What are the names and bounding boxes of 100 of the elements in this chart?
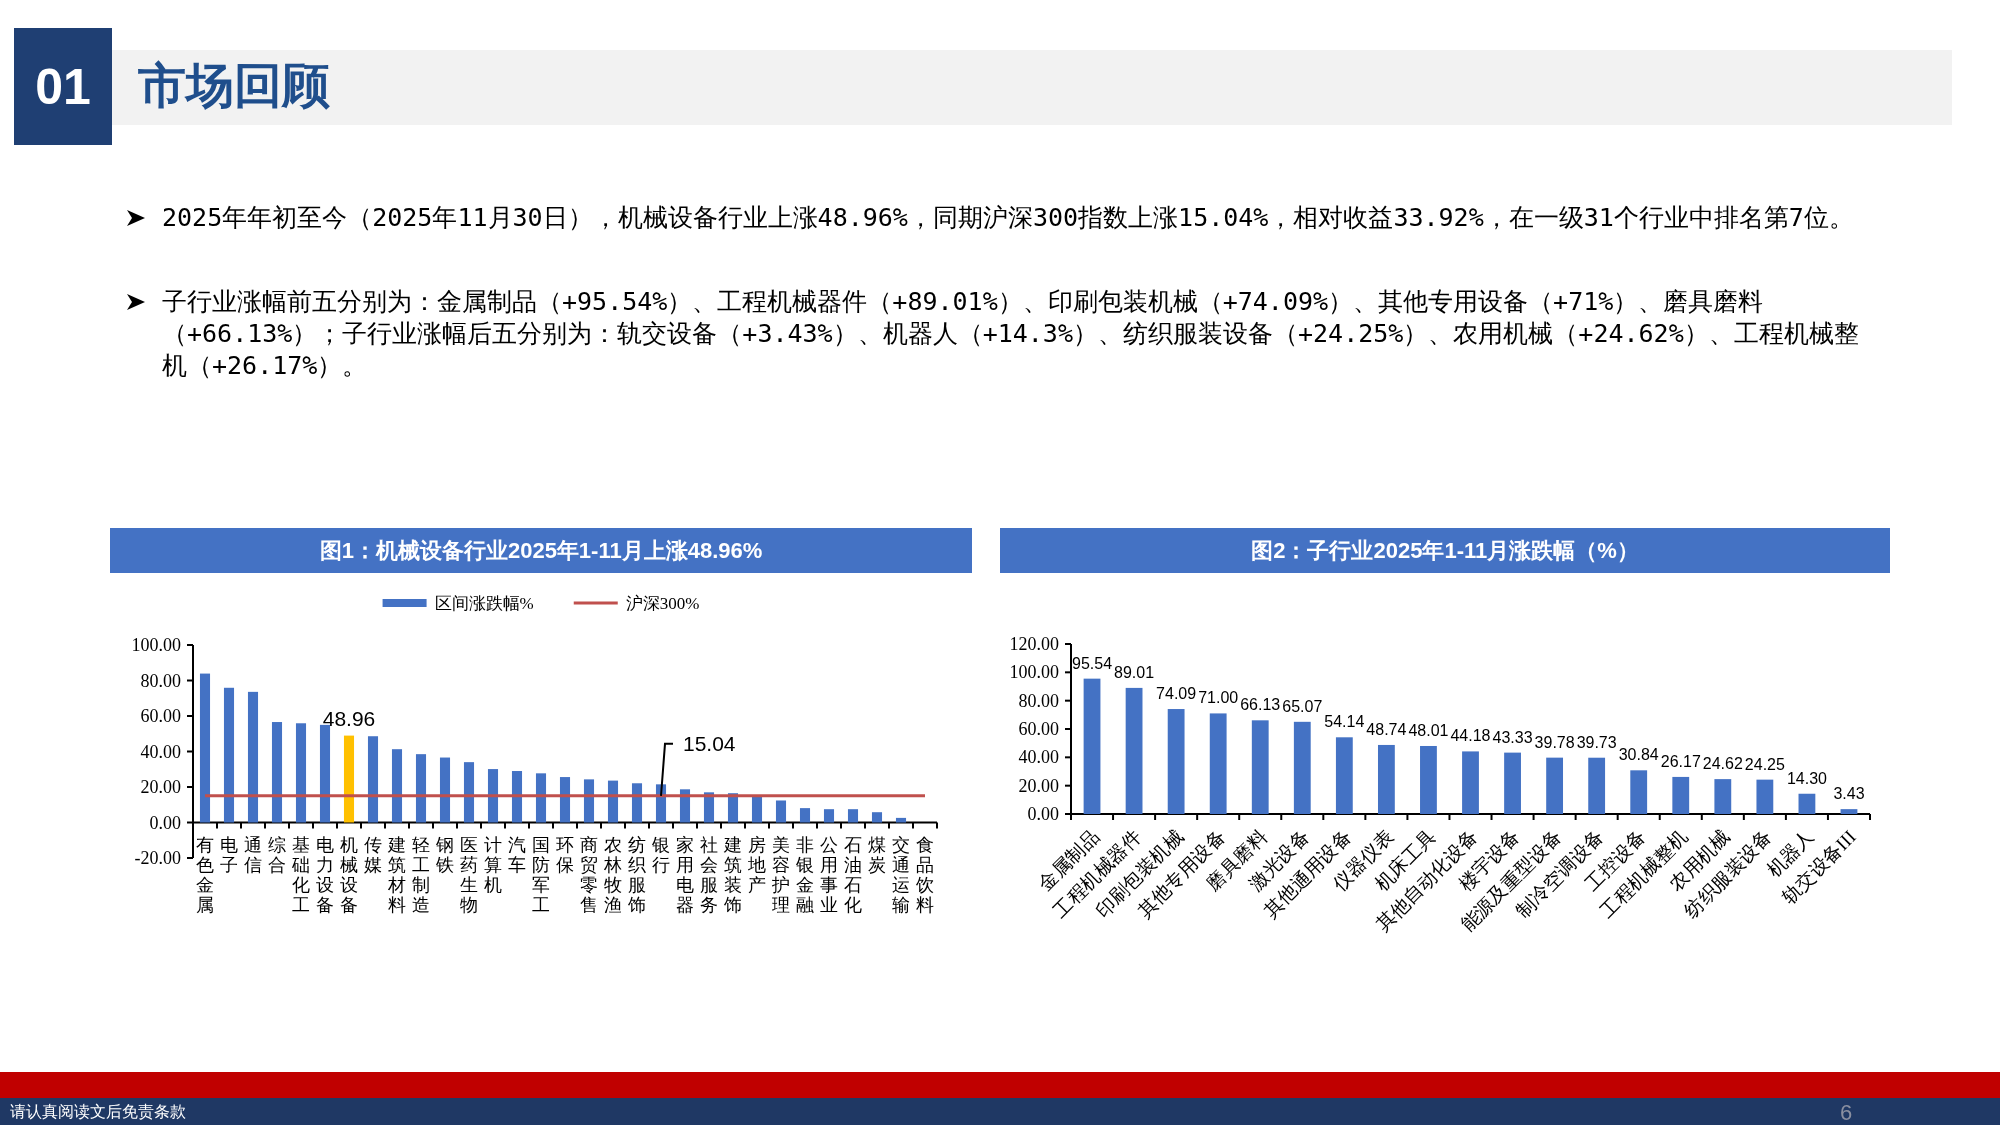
bar [223, 687, 235, 823]
text: 请认真阅读文后免责条款 [10, 1103, 186, 1120]
data-label: 3.43 [1833, 785, 1865, 803]
text: 子行业涨幅前五分别为：金属制品（+95.54%）、工程机械器件（+89.01%）、印刷包装机械（+74.09%）、其他专用设备（+71%）、磨具磨料（+66.13%）；子行业涨幅后五分别为：轨交设备（+3.43%）、机器人（+14.3%）、纺织服装设备（+24.25%）、农用机械（+24.62%）、工程机械整机（+26.17%）。 [162, 286, 1860, 382]
bar [1293, 721, 1311, 814]
bar [391, 749, 403, 823]
data-label: 24.62 [1702, 755, 1743, 773]
bar [535, 773, 547, 823]
bar [463, 762, 475, 823]
x-tick-label: 传媒 [364, 834, 382, 875]
bar [1714, 779, 1732, 814]
data-label: 44.18 [1450, 727, 1491, 745]
bar [583, 779, 595, 823]
y-tick-label: 20.00 [140, 777, 181, 797]
y-tick-label: 0.00 [1027, 804, 1059, 824]
x-tick-label: 钢铁 [435, 834, 454, 875]
y-tick-label: 60.00 [1018, 719, 1059, 739]
x-tick-label: 环保 [556, 834, 574, 875]
data-label: 66.13 [1240, 696, 1281, 714]
bar [487, 769, 499, 823]
x-tick-label: 轻工制造 [412, 834, 430, 915]
data-label: 48.74 [1366, 720, 1407, 738]
y-tick-label: 100.00 [1009, 662, 1059, 683]
bar [1630, 770, 1648, 814]
bar [1462, 751, 1479, 814]
x-tick-label: 社会服务 [700, 834, 718, 915]
bar [271, 722, 283, 823]
x-tick-label: 交通运输 [892, 834, 910, 915]
y-tick-label: 40.00 [1018, 747, 1059, 768]
text: 市场回顾 [137, 59, 330, 112]
y-tick-label: 20.00 [1018, 775, 1059, 796]
data-label: 95.54 [1072, 654, 1113, 672]
x-tick-label: 汽车 [508, 834, 526, 875]
x-tick-label: 有色金属 [196, 834, 214, 915]
legend-label: 区间涨跌幅% [434, 594, 534, 613]
data-label: 24.25 [1744, 755, 1785, 773]
bar [799, 808, 811, 823]
y-tick-label: -20.00 [134, 848, 181, 868]
x-tick-label: 食品饮料 [915, 834, 934, 915]
x-tick-label: 石油石化 [844, 834, 862, 915]
x-tick-label: 机械设备 [340, 834, 358, 915]
bar [1840, 809, 1858, 814]
bar [1672, 776, 1690, 814]
chart-title: 图1：机械设备行业2025年1-11月上涨48.96% [319, 538, 763, 563]
x-tick-label: 公用事业 [820, 834, 838, 915]
bar [1335, 737, 1353, 814]
text: 2025年年初至今（2025年11月30日），机械设备行业上涨48.96%，同期沪深300指数上涨15.04%，相对收益33.92%，在一级31个行业中排名第7位。 [162, 202, 1855, 234]
bar [607, 780, 619, 823]
data-label: 39.78 [1534, 733, 1575, 751]
bar [1167, 709, 1185, 814]
data-label: 39.73 [1576, 733, 1617, 751]
chart-title: 图2：子行业2025年1-11月涨跌幅（%） [1251, 538, 1639, 563]
y-tick-label: 80.00 [1018, 690, 1059, 711]
bar [679, 789, 691, 823]
text: 01 [35, 59, 91, 115]
bar [631, 783, 643, 823]
data-label: 89.01 [1114, 663, 1155, 681]
bar [367, 736, 379, 823]
y-tick-label: 80.00 [140, 670, 181, 691]
bar [1209, 713, 1227, 814]
data-label: 65.07 [1282, 697, 1323, 715]
bar [895, 817, 907, 823]
data-label: 30.84 [1618, 746, 1659, 764]
x-tick-label: 医药生物 [460, 834, 478, 915]
bar [1588, 757, 1606, 814]
data-label: 26.17 [1660, 752, 1701, 770]
bar [751, 795, 763, 823]
x-tick-label: 商贸零售 [580, 834, 598, 915]
bar [199, 673, 211, 823]
bar [775, 800, 787, 823]
x-tick-label: 农林牧渔 [603, 834, 622, 915]
y-tick-label: 0.00 [149, 812, 181, 833]
y-tick-label: 60.00 [140, 706, 181, 726]
bar [1504, 752, 1521, 814]
bar [1125, 687, 1143, 814]
bar [511, 771, 523, 823]
y-tick-label: 120.00 [1009, 634, 1059, 654]
x-tick-label: 房地产 [747, 834, 766, 895]
bar [1377, 744, 1395, 814]
bar [1756, 779, 1774, 814]
bar [247, 691, 259, 823]
data-label: 43.33 [1492, 728, 1533, 746]
y-tick-label: 40.00 [140, 741, 181, 762]
bar [823, 809, 835, 823]
x-tick-label: 煤炭 [868, 834, 886, 875]
bar [1083, 678, 1101, 814]
x-tick-label: 美容护理 [771, 834, 790, 915]
data-label: 74.09 [1156, 685, 1197, 703]
x-tick-label: 纺织服饰 [627, 834, 646, 915]
data-label: 48.96 [322, 706, 376, 730]
bar [415, 754, 427, 823]
x-tick-label: 电子 [220, 834, 238, 875]
x-tick-label: 建筑装饰 [723, 834, 742, 915]
bar [1420, 745, 1437, 814]
x-tick-label: 电力设备 [316, 834, 334, 915]
x-tick-label: 非银金融 [795, 834, 814, 915]
data-label: 54.14 [1324, 713, 1365, 731]
bar [343, 735, 355, 823]
x-tick-label: 银行 [651, 834, 670, 875]
x-tick-label: 家用电器 [676, 834, 694, 915]
